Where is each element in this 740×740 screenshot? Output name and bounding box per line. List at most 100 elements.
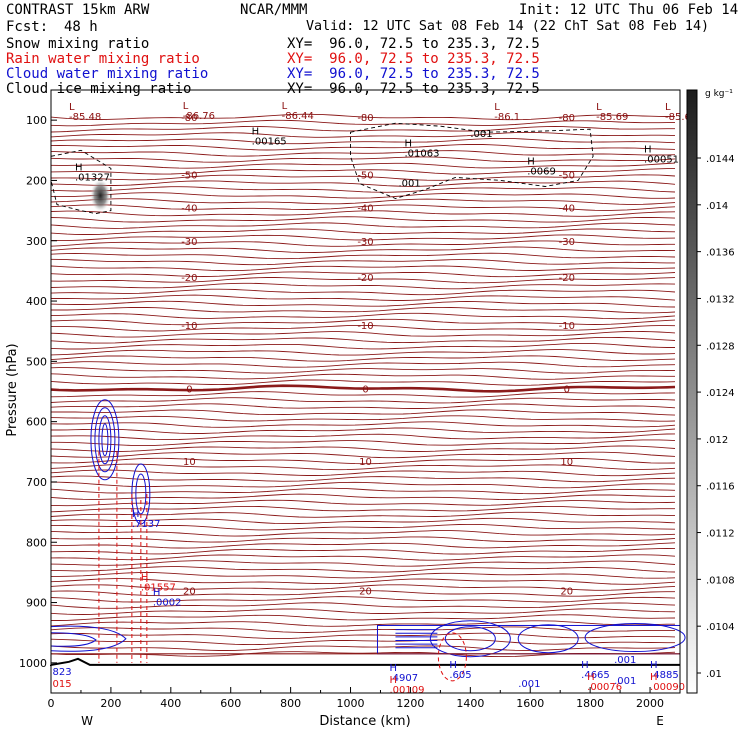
isotherm-line xyxy=(50,143,676,151)
isotherm-line xyxy=(50,342,675,350)
colorbar-tick-label: .0136 xyxy=(706,248,735,259)
extremum-kind: H xyxy=(141,572,149,583)
isotherm-line xyxy=(51,614,676,621)
axes: 0 200 400 600 800 1000 1200 1400 1600 1800 2000100… xyxy=(19,114,664,710)
isotherm-label: -20 xyxy=(181,273,197,284)
isotherm-label: -40 xyxy=(181,204,197,215)
isotherm-line xyxy=(50,403,676,409)
isotherm-line xyxy=(50,457,676,465)
isotherm-line xyxy=(50,277,676,284)
isotherm-line xyxy=(50,271,676,278)
cloud-water-contour xyxy=(584,623,686,653)
isotherm-line xyxy=(50,530,676,537)
isotherm-line xyxy=(51,572,676,579)
isotherm-line xyxy=(50,300,676,308)
y-tick-label: 300 xyxy=(26,235,47,248)
extremum-value: .01557 xyxy=(141,582,176,593)
isotherm-line xyxy=(50,222,676,229)
extremum-kind: L xyxy=(183,101,189,112)
isotherm-line xyxy=(50,282,676,290)
isotherm-line xyxy=(50,288,676,296)
isotherm-line xyxy=(50,608,676,615)
field-xy-cloud-water: XY= 96.0, 72.5 to 235.3, 72.5 xyxy=(287,66,540,82)
extremum-value: .01327 xyxy=(75,172,110,183)
isotherm-line xyxy=(50,469,676,477)
cloud-water-contour xyxy=(101,423,109,457)
cloud-water-contour xyxy=(98,415,112,465)
isotherm-label: -40 xyxy=(357,204,373,215)
isotherm-line xyxy=(50,258,675,266)
isotherm-line xyxy=(50,397,676,404)
isotherm-label: -50 xyxy=(181,170,197,181)
isotherm-label: -30 xyxy=(357,237,373,248)
isotherm-line xyxy=(50,421,676,428)
isotherm-line xyxy=(50,174,676,181)
extremum-value: .01063 xyxy=(404,148,439,159)
extremum-value: -86.1 xyxy=(494,112,520,123)
extremum-value: .00090 xyxy=(650,682,685,693)
y-tick-label: 700 xyxy=(26,476,47,489)
isotherm-line xyxy=(50,113,676,121)
extremum-kind: H xyxy=(650,660,658,671)
x-axis-label: Distance (km) xyxy=(319,714,410,729)
extremum-value: -86.76 xyxy=(183,111,215,122)
y-tick-label: 200 xyxy=(26,174,47,187)
header-title: CONTRAST 15km ARW xyxy=(6,2,150,18)
isotherm-line xyxy=(50,445,676,452)
colorbar-ticks: .0144 .014 .0136 .0132 .0128 .0124 .012 .0116 .0… xyxy=(697,154,735,680)
x-axis-west-label: W xyxy=(81,714,93,728)
colorbar-tick-label: .0128 xyxy=(706,341,735,352)
isotherm-line xyxy=(50,463,676,471)
contour-label: .001 xyxy=(614,676,636,687)
cloud-water-contour xyxy=(50,632,97,647)
isotherm-line xyxy=(50,125,675,133)
isotherm-line xyxy=(50,216,676,223)
isotherm-line xyxy=(50,180,676,187)
isotherm-label: -10 xyxy=(181,321,197,332)
isotherm-line xyxy=(50,361,676,368)
isotherm-line xyxy=(50,349,676,356)
extremum-value: .4907 xyxy=(389,673,418,684)
colorbar-tick-label: .014 xyxy=(706,201,728,212)
cloud-water-contour xyxy=(50,625,127,652)
field-xy-rain: XY= 96.0, 72.5 to 235.3, 72.5 xyxy=(287,51,540,67)
cloud-water-contour xyxy=(135,473,147,515)
isotherm-label: 0 xyxy=(362,384,368,395)
field-name-cloud-water: Cloud water mixing ratio xyxy=(6,66,209,82)
isotherm-line xyxy=(50,318,676,326)
extremum-kind: H xyxy=(644,144,652,155)
isotherm-line xyxy=(50,294,676,301)
plot-frame xyxy=(50,89,681,694)
extremum-kind: H xyxy=(389,663,397,674)
y-tick-label: 100 xyxy=(26,114,47,127)
isotherm-line xyxy=(50,409,676,416)
isotherm-line xyxy=(50,536,676,543)
contour-label: .001 xyxy=(470,129,492,140)
isotherm-line xyxy=(50,367,676,374)
isotherm-label: -10 xyxy=(559,321,575,332)
isotherm-label: -80 xyxy=(559,113,575,124)
x-tick-label: 1000 xyxy=(337,697,365,710)
extremum-kind: L xyxy=(494,102,500,113)
extremum-kind: H xyxy=(389,675,397,686)
extremum-kind: H xyxy=(587,672,595,683)
isotherm-label: -80 xyxy=(181,113,197,124)
header-fcst-value: 48 h xyxy=(64,19,98,35)
extremum-value: -85.6 xyxy=(665,112,691,123)
isotherm-line xyxy=(50,542,676,549)
isotherm-line xyxy=(51,306,676,314)
isotherm-line xyxy=(50,210,676,217)
x-tick-label: 800 xyxy=(280,697,301,710)
isotherm-label: -80 xyxy=(357,113,373,124)
extremum-value: .0069 xyxy=(527,166,556,177)
field-xy-snow: XY= 96.0, 72.5 to 235.3, 72.5 xyxy=(287,36,540,52)
isotherm-label: -40 xyxy=(559,204,575,215)
isotherm-label: -50 xyxy=(357,170,373,181)
isotherm-line xyxy=(50,626,676,633)
isotherm-line xyxy=(50,162,676,169)
y-tick-label: 500 xyxy=(26,355,47,368)
extremum-value: .605 xyxy=(449,670,471,681)
isotherm-line xyxy=(50,246,676,254)
isotherm-label: 10 xyxy=(359,457,372,468)
field-name-rain: Rain water mixing ratio xyxy=(6,51,200,67)
